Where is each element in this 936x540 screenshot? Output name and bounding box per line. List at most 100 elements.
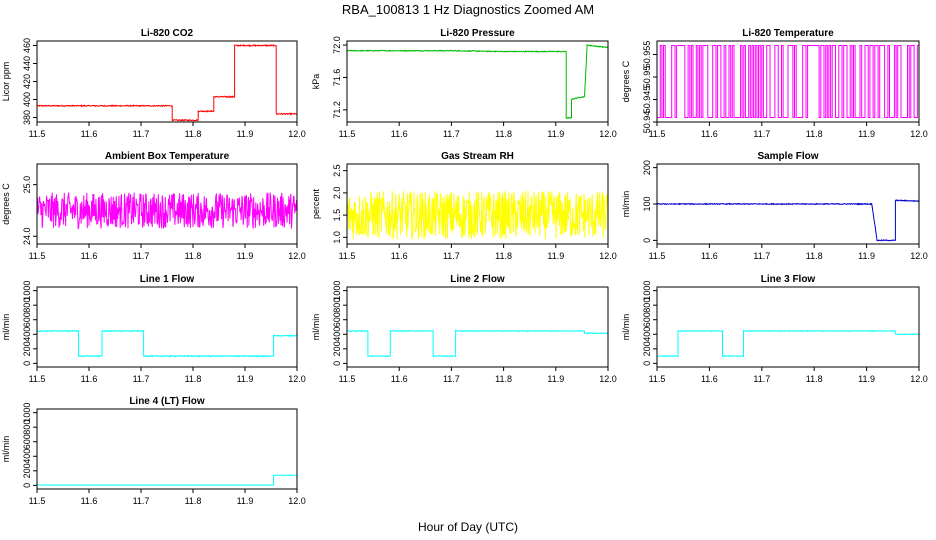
y-tick-label: 400 bbox=[642, 327, 652, 342]
y-tick-label: 420 bbox=[22, 74, 32, 89]
y-tick-label: 0 bbox=[642, 361, 652, 366]
data-line bbox=[656, 199, 920, 242]
x-tick-label: 11.8 bbox=[495, 251, 512, 261]
x-tick-label: 12.0 bbox=[288, 251, 306, 261]
x-tick-label: 11.9 bbox=[547, 374, 564, 384]
x-tick-label: 12.0 bbox=[599, 251, 617, 261]
x-tick-label: 11.8 bbox=[806, 129, 823, 139]
y-tick-label: 24.0 bbox=[22, 227, 32, 245]
y-tick-label: 1000 bbox=[22, 403, 32, 423]
x-tick-label: 11.7 bbox=[753, 129, 770, 139]
y-tick-label: 0 bbox=[22, 483, 32, 488]
plot-frame bbox=[36, 163, 298, 245]
x-tick-label: 11.6 bbox=[391, 129, 408, 139]
y-tick-label: 50.945 bbox=[642, 86, 652, 114]
y-axis-label: ml/min bbox=[621, 191, 631, 218]
y-tick-label: 50.955 bbox=[642, 41, 652, 69]
y-tick-label: 440 bbox=[22, 56, 32, 71]
y-tick-label: 400 bbox=[22, 92, 32, 107]
panel-7: Line 1 Flow 11.5 11.6 11.7 11.8 11.9 12.0 0 2004… bbox=[1, 274, 306, 384]
x-tick-label: 11.8 bbox=[806, 374, 823, 384]
y-tick-label: 380 bbox=[22, 110, 32, 125]
y-axis-label: ml/min bbox=[1, 314, 11, 341]
x-tick-label: 11.6 bbox=[701, 374, 718, 384]
x-tick-label: 11.6 bbox=[81, 374, 98, 384]
y-tick-label: 25.0 bbox=[22, 176, 32, 194]
y-tick-label: 0 bbox=[22, 361, 32, 366]
x-tick-label: 11.8 bbox=[185, 129, 202, 139]
x-tick-label: 11.5 bbox=[649, 251, 666, 261]
y-tick-label: 200 bbox=[642, 160, 652, 175]
x-tick-label: 11.6 bbox=[81, 129, 98, 139]
y-tick-label: 400 bbox=[22, 327, 32, 342]
x-tick-label: 12.0 bbox=[599, 129, 617, 139]
x-tick-label: 12.0 bbox=[599, 374, 617, 384]
y-axis-label: ml/min bbox=[1, 436, 11, 463]
x-tick-label: 12.0 bbox=[910, 251, 928, 261]
panel-1: Li-820 CO2 11.5 11.6 11.7 11.8 11.9 12.0 380 400… bbox=[1, 28, 306, 139]
plot-frame bbox=[656, 40, 920, 123]
x-tick-label: 11.5 bbox=[29, 496, 46, 506]
x-tick-label: 11.5 bbox=[649, 129, 666, 139]
y-tick-label: 400 bbox=[332, 327, 342, 342]
x-tick-label: 11.7 bbox=[133, 251, 150, 261]
y-tick-label: 800 bbox=[642, 298, 652, 313]
y-tick-label: 200 bbox=[22, 463, 32, 478]
x-tick-label: 11.7 bbox=[443, 374, 460, 384]
x-tick-label: 11.5 bbox=[339, 251, 356, 261]
plot-frame bbox=[346, 40, 609, 123]
panel-title: Line 3 Flow bbox=[761, 274, 816, 285]
data-line bbox=[346, 190, 609, 240]
x-tick-label: 11.9 bbox=[858, 374, 875, 384]
panel-8: Line 2 Flow 11.5 11.6 11.7 11.8 11.9 12.0 0 2004… bbox=[311, 274, 617, 384]
y-tick-label: 1.0 bbox=[332, 231, 342, 244]
x-tick-label: 11.8 bbox=[185, 251, 202, 261]
x-tick-label: 12.0 bbox=[288, 129, 306, 139]
panel-title: Ambient Box Temperature bbox=[105, 151, 230, 162]
x-tick-label: 11.6 bbox=[701, 251, 718, 261]
y-axis-label: percent bbox=[311, 188, 321, 219]
x-tick-label: 12.0 bbox=[288, 374, 306, 384]
y-tick-label: 2.0 bbox=[332, 187, 342, 200]
data-line bbox=[36, 192, 298, 230]
x-tick-label: 11.7 bbox=[753, 251, 770, 261]
y-tick-label: 1000 bbox=[642, 281, 652, 301]
plot-frame bbox=[36, 408, 298, 490]
panel-title: Gas Stream RH bbox=[441, 151, 514, 162]
x-tick-label: 11.5 bbox=[649, 374, 666, 384]
x-tick-label: 11.6 bbox=[391, 374, 408, 384]
y-tick-label: 50.94 bbox=[642, 111, 652, 134]
panel-title: Sample Flow bbox=[757, 151, 818, 162]
x-tick-label: 11.9 bbox=[237, 129, 254, 139]
x-tick-label: 11.9 bbox=[237, 374, 254, 384]
x-tick-label: 11.9 bbox=[547, 129, 564, 139]
x-tick-label: 11.8 bbox=[185, 374, 202, 384]
x-tick-label: 11.7 bbox=[133, 496, 150, 506]
y-tick-label: 200 bbox=[642, 341, 652, 356]
y-tick-label: 600 bbox=[332, 312, 342, 327]
data-line bbox=[656, 329, 920, 358]
y-tick-label: 1000 bbox=[22, 281, 32, 301]
x-tick-label: 11.8 bbox=[495, 374, 512, 384]
panel-4: Ambient Box Temperature 11.5 11.6 11.7 11.8 1… bbox=[1, 151, 306, 261]
x-tick-label: 11.9 bbox=[858, 129, 875, 139]
y-tick-label: 800 bbox=[22, 298, 32, 313]
x-tick-label: 11.5 bbox=[29, 129, 46, 139]
y-tick-label: 72.0 bbox=[332, 36, 342, 54]
panel-9: Line 3 Flow 11.5 11.6 11.7 11.8 11.9 12.0 0 2004… bbox=[621, 274, 928, 384]
y-tick-label: 800 bbox=[332, 298, 342, 313]
plot-frame bbox=[36, 286, 298, 368]
y-axis-label: degrees C bbox=[1, 183, 11, 225]
y-tick-label: 71.6 bbox=[332, 69, 342, 87]
panel-title: Line 4 (LT) Flow bbox=[129, 396, 205, 407]
x-tick-label: 11.7 bbox=[443, 251, 460, 261]
y-tick-label: 100 bbox=[642, 196, 652, 211]
y-axis-label: ml/min bbox=[621, 314, 631, 341]
x-tick-label: 11.7 bbox=[133, 374, 150, 384]
x-tick-label: 11.7 bbox=[133, 129, 150, 139]
panel-3: Li-820 Temperature 11.5 11.6 11.7 11.8 11.9 12… bbox=[621, 28, 928, 139]
y-tick-label: 200 bbox=[332, 341, 342, 356]
main-title: RBA_100813 1 Hz Diagnostics Zoomed AM bbox=[342, 2, 594, 17]
y-tick-label: 400 bbox=[22, 449, 32, 464]
